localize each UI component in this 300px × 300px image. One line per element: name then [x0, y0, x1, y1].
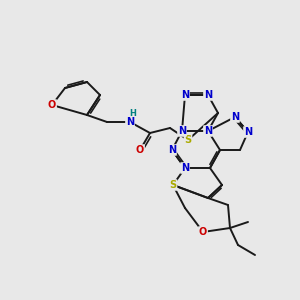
Text: N: N: [181, 90, 189, 100]
Text: S: S: [184, 135, 192, 145]
Text: N: N: [244, 127, 252, 137]
Text: N: N: [178, 126, 186, 136]
Text: S: S: [169, 180, 177, 190]
Text: N: N: [126, 117, 134, 127]
Text: N: N: [231, 112, 239, 122]
Text: N: N: [181, 163, 189, 173]
Text: O: O: [136, 145, 144, 155]
Text: N: N: [204, 126, 212, 136]
Text: N: N: [204, 90, 212, 100]
Text: O: O: [199, 227, 207, 237]
Text: O: O: [48, 100, 56, 110]
Text: H: H: [130, 109, 136, 118]
Text: N: N: [168, 145, 176, 155]
